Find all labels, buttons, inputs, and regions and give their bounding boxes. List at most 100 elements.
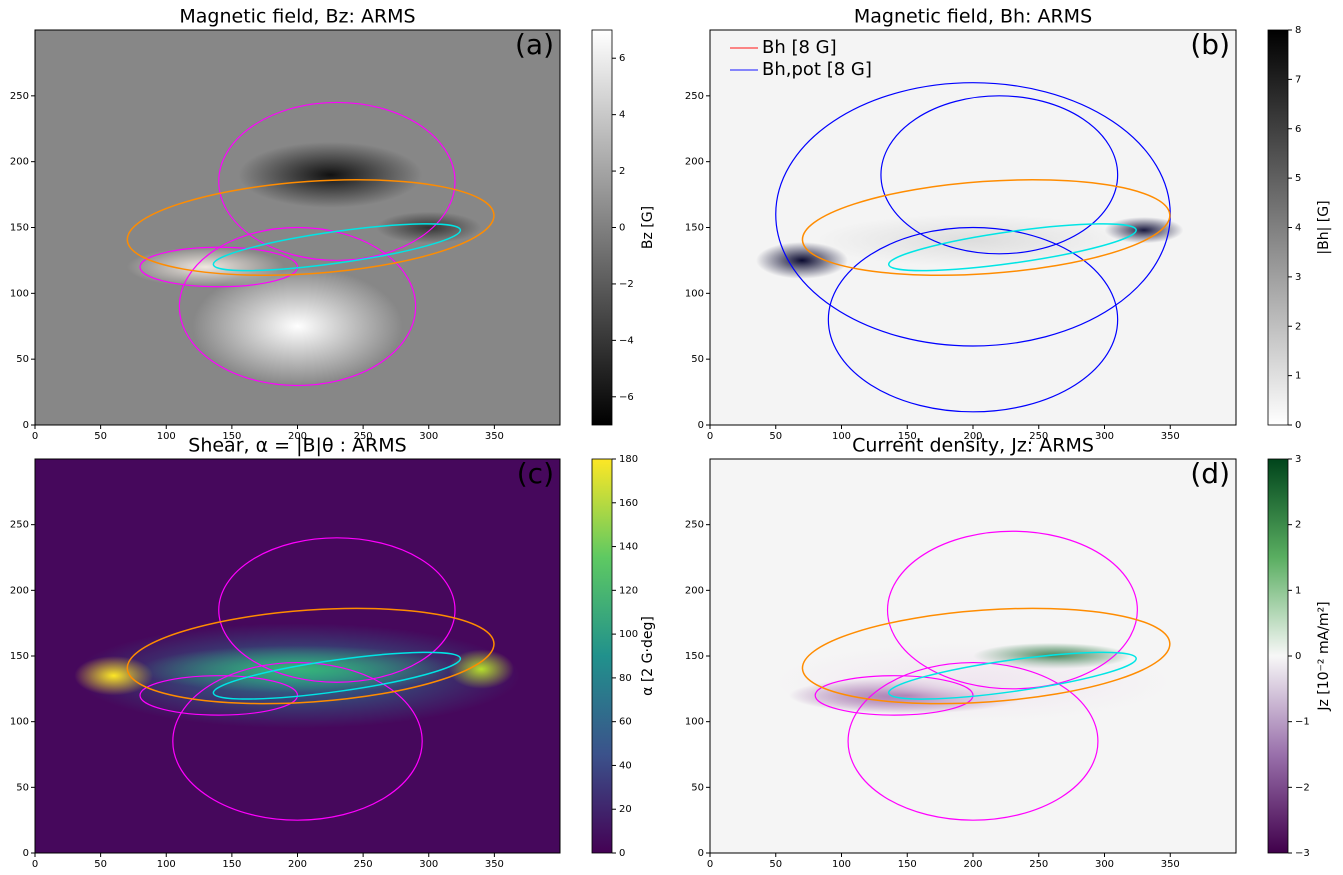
colorbar-tick-label: 20 [619,804,632,815]
colorbar-tick-label: 2 [619,166,625,177]
panel: 0 50 100 150 200 250 300 350 0 50 100 150 200 250 Curr… [685,435,1332,871]
x-tick-label: 150 [898,431,917,442]
y-tick-label: 50 [16,354,29,365]
colorbar-tick-label: 160 [619,498,638,509]
x-tick-label: 250 [1029,859,1048,870]
panel-label: (a) [515,28,554,61]
colorbar-tick-label: 2 [1295,321,1301,332]
x-tick-label: 300 [1095,431,1114,442]
heatmap-blob [815,214,1131,267]
y-tick-label: 150 [685,651,704,662]
y-tick-label: 100 [10,717,29,728]
x-tick-label: 150 [222,431,241,442]
colorbar-tick-label: 80 [619,673,632,684]
colorbar-tick-label: 1 [1295,371,1301,382]
colorbar-tick-label: −2 [619,279,634,290]
heatmap [710,459,1236,853]
colorbar-tick-label: 4 [619,110,625,121]
y-tick-label: 50 [691,354,704,365]
colorbar-tick-label: 40 [619,760,632,771]
x-tick-label: 150 [898,859,917,870]
contour [212,651,462,700]
x-tick-label: 300 [419,859,438,870]
heatmap-blob [140,645,455,693]
colorbar-tick-label: 0 [1295,420,1301,431]
x-tick-label: 100 [832,859,851,870]
x-tick-label: 250 [354,431,373,442]
y-tick-label: 250 [10,91,29,102]
contour [139,246,299,288]
y-tick-label: 100 [685,288,704,299]
x-tick-label: 0 [707,431,713,442]
legend-label: Bh,pot [8 G] [762,59,872,80]
heatmap [710,30,1236,425]
y-tick-label: 150 [10,651,29,662]
x-tick-label: 350 [1161,431,1180,442]
x-tick-label: 50 [769,431,782,442]
y-tick-label: 250 [685,91,704,102]
colorbar-tick-label: 1 [1295,585,1301,596]
colorbar-tick-label: 120 [619,585,638,596]
colorbar-tick-label: −6 [619,392,634,403]
chart-title: Shear, α = |B|θ : ARMS [188,435,406,457]
y-tick-label: 0 [698,420,704,431]
contour [126,607,495,705]
colorbar-tick-label: 0 [619,848,625,859]
colorbar-tick-label: 6 [619,53,625,64]
panel-label: (d) [1190,457,1230,490]
x-tick-label: 300 [419,431,438,442]
x-tick-label: 350 [485,859,504,870]
x-tick-label: 150 [222,859,241,870]
contour [218,101,456,262]
colorbar-tick-label: 100 [619,629,638,640]
y-tick-label: 100 [685,717,704,728]
x-tick-label: 250 [1029,431,1048,442]
x-tick-label: 200 [963,859,982,870]
contour [880,95,1119,255]
colorbar-tick-label: 4 [1295,223,1301,234]
contour [801,607,1171,705]
x-tick-label: 0 [707,859,713,870]
chart-title: Magnetic field, Bz: ARMS [179,6,415,28]
contour [126,179,495,276]
x-tick-label: 50 [769,859,782,870]
colorbar-tick-label: 60 [619,717,632,728]
panel: 0 50 100 150 200 250 300 350050100150200250Shea… [10,435,656,871]
x-tick-label: 100 [157,859,176,870]
y-tick-label: 200 [685,157,704,168]
colorbar-tick-label: −2 [1295,782,1310,793]
y-tick-label: 100 [10,288,29,299]
y-tick-label: 200 [10,157,29,168]
x-tick-label: 0 [32,431,38,442]
colorbar-tick-label: 180 [619,454,638,465]
x-tick-label: 300 [1095,859,1114,870]
colorbar-label: |Bh| [G] [1316,200,1332,254]
y-tick-label: 50 [691,782,704,793]
y-tick-label: 0 [23,848,29,859]
colorbar [1267,29,1289,426]
heatmap-blob [756,241,849,279]
x-tick-label: 50 [94,859,107,870]
contour [218,537,456,683]
heatmap-blob [192,267,403,386]
contour [814,675,974,716]
panel-label: (c) [517,457,554,490]
colorbar [591,458,613,854]
y-tick-label: 250 [685,520,704,531]
x-tick-label: 0 [32,859,38,870]
y-tick-label: 150 [10,223,29,234]
contour [801,179,1171,276]
x-tick-label: 50 [94,431,107,442]
panel-label: (b) [1190,28,1230,61]
x-tick-label: 100 [832,431,851,442]
colorbar-tick-label: 3 [1295,272,1301,283]
colorbar-label: α [2 G·deg] [640,616,656,696]
heatmap-blob [448,649,515,689]
heatmap-blob [238,141,423,208]
colorbar-tick-label: 6 [1295,124,1301,135]
contour [886,530,1138,690]
chart-title: Current density, Jz: ARMS [852,435,1094,457]
x-tick-label: 200 [963,431,982,442]
colorbar [591,29,613,426]
